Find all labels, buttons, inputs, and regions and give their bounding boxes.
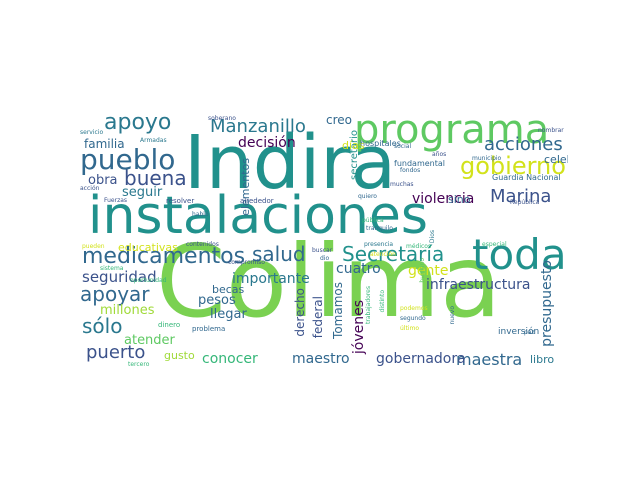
word: secretario — [349, 130, 360, 180]
word: fundamental — [394, 159, 445, 168]
word: pública — [362, 217, 384, 224]
word: programa — [354, 110, 550, 153]
word: años — [432, 151, 447, 158]
word: Dios — [429, 230, 436, 244]
word: apoyar — [80, 282, 150, 306]
word: apoyo — [104, 110, 172, 135]
word: atender — [124, 333, 175, 348]
word: atención — [370, 251, 396, 258]
word: Indira — [184, 120, 397, 206]
word: paz — [524, 329, 535, 336]
word: medicamentos — [82, 244, 246, 269]
word: médicos — [406, 243, 432, 250]
word: instalaciones — [88, 186, 428, 246]
word: municipio — [472, 155, 502, 162]
word: becas — [212, 283, 245, 296]
word: sino — [448, 193, 471, 206]
word: dinero — [158, 321, 181, 329]
word: Secretaría — [342, 242, 445, 266]
word: social — [394, 143, 412, 150]
word: violencia — [412, 191, 475, 207]
word: Fuerzas — [104, 197, 128, 204]
word: seguridad — [82, 268, 157, 286]
word: celebro — [544, 153, 568, 166]
word: compromiso — [228, 259, 265, 266]
word: millones — [100, 303, 155, 318]
word: inversión — [498, 327, 540, 337]
word: puerto — [86, 342, 146, 363]
word: habló — [192, 211, 209, 218]
word: Armadas — [140, 137, 167, 144]
word: acciones — [484, 134, 563, 155]
word: Colima — [156, 223, 502, 340]
word: dio — [320, 255, 330, 262]
word: llegar — [210, 307, 247, 322]
word: educativas — [118, 241, 178, 254]
word: alrededor — [240, 197, 274, 205]
word: muchas — [390, 181, 414, 188]
word: pueblo — [80, 143, 176, 176]
word: gente — [408, 263, 449, 279]
word: derecho — [293, 288, 307, 337]
word: segundo — [400, 315, 426, 322]
word: pesos — [198, 293, 236, 308]
word: elementos — [239, 158, 252, 216]
word: fondos — [400, 167, 421, 174]
word: días — [342, 139, 365, 152]
word: quiero — [358, 193, 377, 200]
word: gusto — [164, 349, 195, 362]
word: soberano — [208, 115, 236, 122]
word: gobernadora — [376, 351, 466, 367]
word: presupuesto — [539, 260, 555, 347]
word: gobierno — [460, 152, 566, 180]
word: buscar — [312, 247, 333, 254]
word: problema — [192, 325, 226, 333]
word: podemos — [400, 305, 428, 312]
word: obra — [88, 173, 118, 188]
word: importante — [232, 271, 310, 287]
word: infraestructura — [426, 277, 531, 293]
word: servicio — [80, 129, 104, 136]
word: buena — [124, 166, 187, 190]
word: trabajadores — [365, 286, 372, 324]
word: tercero — [128, 361, 150, 368]
word: hospitales — [360, 139, 401, 148]
word: República — [510, 199, 540, 206]
word: oportunidad — [130, 277, 167, 284]
word: humano — [419, 258, 426, 283]
word: sólo — [82, 314, 123, 338]
word: cuatro — [336, 261, 381, 277]
word: libro — [530, 353, 555, 366]
word: contenidos — [186, 241, 219, 248]
word-cloud: Colima Indira instalaciones programa tod… — [80, 110, 568, 370]
word: tranquilo — [366, 225, 393, 232]
word: salud — [252, 242, 306, 266]
word: presencia — [364, 241, 394, 248]
word: Guardia Nacional — [492, 173, 561, 182]
word: maestra — [456, 350, 523, 369]
word: distinto — [379, 290, 386, 313]
word: Tomamos — [331, 282, 345, 339]
word: Marina — [490, 186, 552, 207]
word: jóvenes — [351, 300, 367, 355]
word: pueden — [82, 243, 105, 250]
word: seguir — [122, 185, 163, 200]
word: resolver — [166, 197, 195, 205]
word: decisión — [238, 135, 296, 151]
word: sistema — [100, 265, 124, 272]
word: toda — [472, 230, 567, 279]
word: creo — [326, 113, 352, 127]
word: acción — [80, 185, 100, 192]
word: especial — [482, 241, 507, 248]
word: nombrar — [538, 127, 564, 134]
word: conocer — [202, 351, 258, 367]
word: maestro — [292, 351, 350, 367]
word: federal — [311, 296, 325, 339]
word: nuevo — [449, 306, 456, 325]
word: familia — [84, 137, 125, 151]
word: último — [400, 325, 420, 332]
word: Manzanillo — [210, 116, 306, 137]
